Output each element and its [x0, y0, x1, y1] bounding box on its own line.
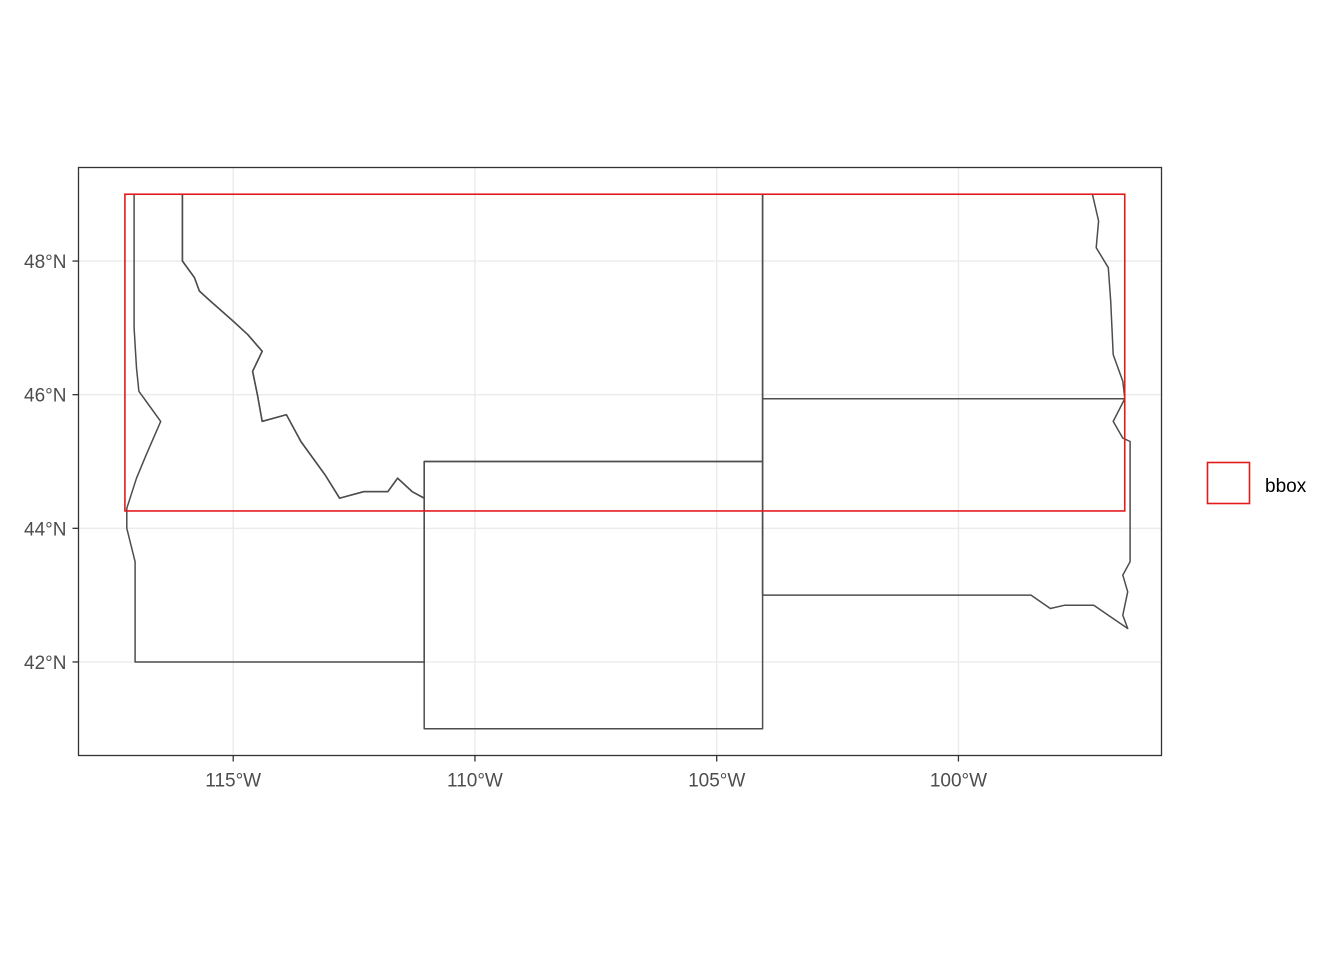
- state-idaho: [126, 193, 425, 663]
- bbox-layer: [124, 193, 1126, 512]
- state-wyoming: [423, 460, 764, 730]
- y-axis: 42°N 44°N 46°N 48°N: [24, 252, 79, 674]
- y-tick-label: 42°N: [24, 653, 66, 674]
- x-tick-label: 105°W: [688, 771, 745, 792]
- state-boundaries: [126, 193, 1131, 730]
- x-tick-label: 110°W: [447, 771, 503, 792]
- x-tick-label: 115°W: [205, 771, 261, 792]
- panel-border: [77, 166, 1163, 757]
- bbox-rect: [124, 193, 1126, 512]
- legend: bbox: [1206, 461, 1307, 505]
- state-montana: [181, 193, 764, 499]
- state-south-dakota: [761, 397, 1131, 630]
- x-tick-label: 100°W: [930, 771, 987, 792]
- y-tick-label: 46°N: [24, 386, 66, 407]
- x-axis: 115°W 110°W 105°W 100°W: [205, 755, 987, 792]
- state-north-dakota: [761, 193, 1126, 400]
- legend-key-bbox: [1206, 461, 1251, 505]
- y-tick-label: 44°N: [24, 519, 66, 540]
- y-tick-label: 48°N: [24, 252, 66, 273]
- legend-label-bbox: bbox: [1265, 476, 1307, 497]
